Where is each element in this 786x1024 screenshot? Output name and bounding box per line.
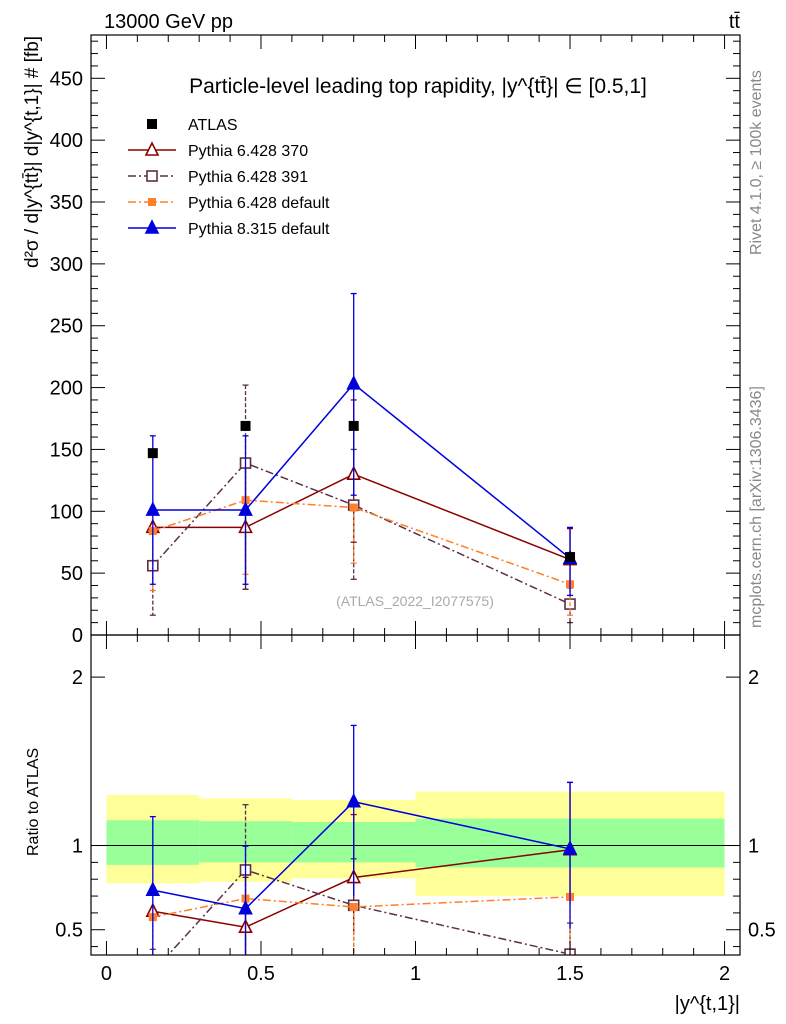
- series-line: [152, 382, 571, 559]
- ratio-tick-label-right: 2: [748, 667, 759, 689]
- ratio-series-pythia-8-315-default: [145, 724, 578, 955]
- y-tick-label: 350: [50, 192, 83, 214]
- y-tick-label: 200: [50, 378, 83, 400]
- legend-marker-atlas: [147, 119, 157, 129]
- marker-square-filled: [349, 903, 358, 911]
- x-tick-label: 2: [719, 963, 730, 985]
- mcplots-label: mcplots.cern.ch [arXiv:1306.3436]: [748, 386, 765, 628]
- series-line: [152, 462, 571, 605]
- ratio-line: [152, 896, 571, 918]
- ratio-y-axis: 0.5 0.5 1 1 2 2: [55, 667, 776, 948]
- legend-item: Pythia 6.428 default: [128, 195, 330, 212]
- marker-square: [146, 170, 158, 182]
- main-y-axis: 0 50 100 150 200 250 300 350 400 450: [50, 40, 740, 647]
- legend-item: Pythia 6.428 370: [128, 141, 308, 160]
- legend-label: Pythia 8.315 default: [188, 221, 330, 238]
- analysis-id: (ATLAS_2022_I2077575): [336, 593, 494, 609]
- data-point: [348, 420, 359, 431]
- ratio-y-axis-label: Ratio to ATLAS: [25, 748, 42, 856]
- ratio-bands: [106, 791, 725, 897]
- legend-label: Pythia 6.428 default: [188, 195, 330, 212]
- data-point: [565, 552, 576, 563]
- legend-label: Pythia 6.428 391: [188, 169, 308, 186]
- ratio-series-pythia-6-428-default: [148, 892, 575, 955]
- y-tick-label: 450: [50, 68, 83, 90]
- y-tick-label: 100: [50, 501, 83, 523]
- data-point: [147, 448, 158, 459]
- series-pythia-6-428-370: [145, 399, 578, 590]
- marker-triangle: [145, 501, 161, 516]
- y-tick-label: 50: [61, 563, 83, 585]
- legend-item: Pythia 6.428 391: [128, 169, 308, 186]
- ratio-tick-label: 0.5: [55, 920, 83, 942]
- ratio-tick-label: 2: [72, 667, 83, 689]
- main-data-group: [147, 420, 576, 563]
- main-series-group: [145, 292, 578, 624]
- chart-title: Particle-level leading top rapidity, |y^…: [189, 75, 647, 98]
- energy-label: 13000 GeV pp: [104, 11, 233, 33]
- ratio-panel: 0.5 0.5 1 1 2 2 0 0.5 1 1.5 2 Ratio to ATLAS |y^{…: [25, 634, 776, 1015]
- marker-triangle: [144, 141, 160, 156]
- ratio-tick-label-right: 1: [748, 836, 759, 858]
- y-axis-label: d²σ / d|y^{tt̄}| d|y^{t,1}| # [fb]: [22, 36, 43, 268]
- data-point: [240, 420, 251, 431]
- x-tick-label: 0.5: [247, 963, 275, 985]
- series-line: [152, 499, 571, 585]
- x-tick-label: 0: [101, 963, 112, 985]
- ratio-tick-label-right: 0.5: [748, 920, 776, 942]
- legend-item: Pythia 8.315 default: [128, 219, 330, 238]
- marker-square: [148, 967, 158, 977]
- series-pythia-6-428-391: [147, 384, 576, 624]
- y-tick-label: 300: [50, 254, 83, 276]
- ratio-tick-label: 1: [72, 836, 83, 858]
- marker-triangle: [346, 792, 361, 808]
- x-tick-label: 1.5: [556, 963, 584, 985]
- marker-triangle: [238, 501, 253, 516]
- marker-triangle: [346, 375, 361, 390]
- process-label: tt̄: [729, 11, 741, 33]
- marker-triangle: [145, 881, 161, 896]
- rivet-label: Rivet 4.1.0, ≥ 100k events: [748, 70, 765, 255]
- ratio-line: [152, 800, 571, 910]
- marker-triangle: [144, 219, 160, 234]
- y-tick-label: 400: [50, 130, 83, 152]
- ratio-line: [167, 869, 571, 955]
- legend-label: Pythia 6.428 370: [188, 143, 308, 160]
- main-x-ticks: [105, 35, 726, 635]
- y-tick-label: 0: [72, 625, 83, 647]
- y-tick-label: 250: [50, 316, 83, 338]
- x-tick-label: 1: [410, 963, 421, 985]
- y-tick-label: 150: [50, 439, 83, 461]
- x-axis-label: |y^{t,1}|: [675, 993, 740, 1015]
- marker-square-filled: [349, 503, 358, 512]
- main-panel: 0 50 100 150 200 250 300 350 400 450 Particle-lev…: [22, 34, 741, 647]
- series-pythia-8-315-default: [145, 292, 578, 597]
- marker-triangle: [562, 840, 578, 855]
- series-line: [152, 473, 571, 561]
- legend: ATLAS Pythia 6.428 370 Pythia 6.428 391 Pyt…: [128, 117, 330, 238]
- ratio-series-group: [145, 724, 578, 977]
- x-axis: 0 0.5 1 1.5 2: [101, 635, 730, 985]
- marker-triangle: [238, 899, 253, 915]
- legend-label-atlas: ATLAS: [188, 117, 238, 134]
- marker-square-filled: [148, 198, 156, 206]
